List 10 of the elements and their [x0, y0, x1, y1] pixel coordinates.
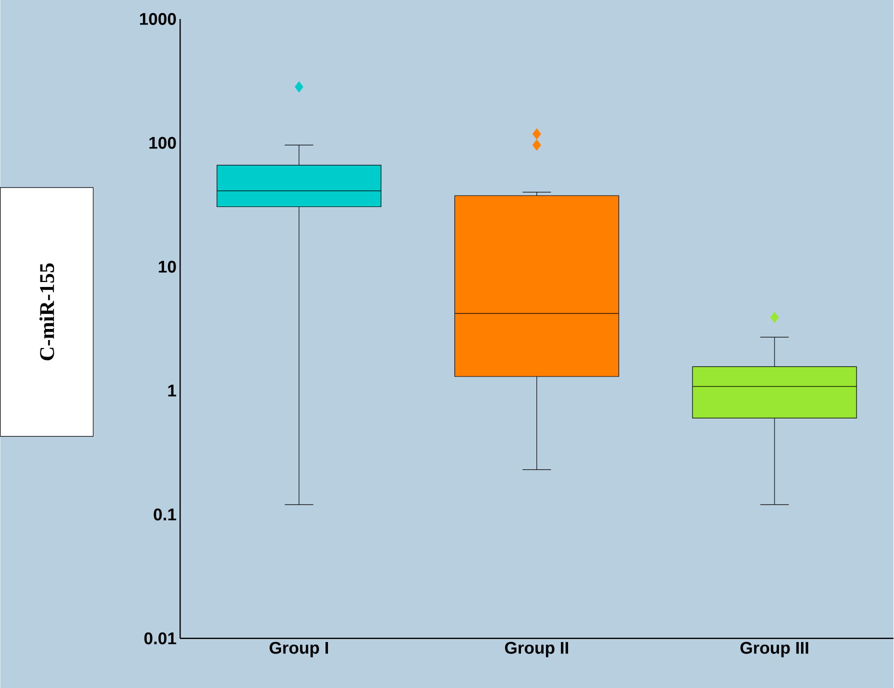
- y-tick-label: 100: [149, 136, 176, 149]
- x-tick-label: Group III: [740, 642, 808, 658]
- y-tick-label: 10: [158, 260, 176, 273]
- x-tick-label: Group II: [505, 642, 568, 658]
- y-tick-label: 1: [168, 384, 176, 396]
- y-tick-label: 0.01: [144, 632, 176, 644]
- x-tick-label: Group I: [270, 642, 328, 658]
- y-tick-label: 1000: [140, 12, 176, 25]
- y-tick-label: 0.1: [154, 508, 176, 520]
- y-axis-title: C-miR-155: [39, 263, 54, 360]
